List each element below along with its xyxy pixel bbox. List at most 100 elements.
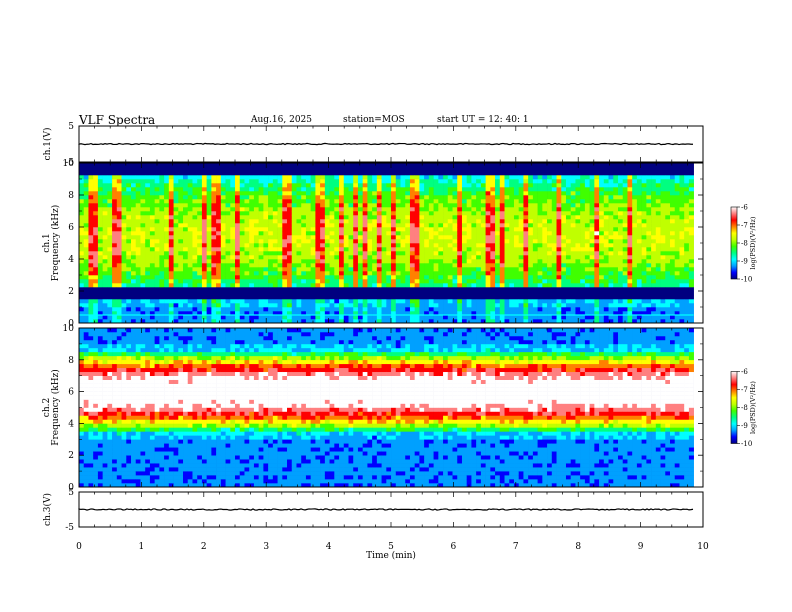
spectrogram-cell [391, 171, 397, 176]
spectrogram-cell [646, 251, 652, 256]
spectrogram-cell [636, 231, 642, 236]
spectrogram-cell [277, 263, 283, 268]
spectrogram-cell [83, 183, 89, 188]
spectrogram-cell [168, 167, 174, 172]
spectrogram-cell [112, 179, 118, 184]
spectrogram-cell [381, 167, 387, 172]
spectrogram-cell [518, 251, 524, 256]
spectrogram-cell [220, 215, 226, 220]
spectrogram-cell [575, 211, 581, 216]
spectrogram-cell [83, 287, 89, 292]
spectrogram-cell [395, 307, 401, 312]
spectrogram-cell [211, 231, 217, 236]
spectrogram-cell [447, 179, 453, 184]
spectrogram-cell [499, 263, 505, 268]
spectrogram-cell [641, 251, 647, 256]
spectrogram-cell [235, 211, 241, 216]
spectrogram-cell [641, 171, 647, 176]
spectrogram-cell [135, 275, 141, 280]
spectrogram-cell [660, 255, 666, 260]
spectrogram-cell [632, 175, 638, 180]
spectrogram-cell [131, 279, 137, 284]
spectrogram-cell [617, 175, 624, 180]
spectrogram-cell [272, 171, 278, 176]
spectrogram-cell [513, 187, 520, 192]
spectrogram-cell [268, 199, 274, 204]
spectrogram-cell [575, 303, 581, 308]
spectrogram-cell [320, 207, 326, 212]
spectrogram-cell [665, 267, 671, 272]
spectrogram-cell [400, 223, 406, 228]
spectrogram-cell [513, 315, 520, 320]
spectrogram-cell [277, 295, 283, 300]
spectrogram-cell [528, 275, 534, 280]
spectrogram-cell [655, 303, 661, 308]
spectrogram-cell [154, 295, 160, 300]
spectrogram-cell [334, 239, 340, 244]
spectrogram-cell [627, 219, 633, 224]
spectrogram-cell [594, 187, 600, 192]
spectrogram-cell [617, 263, 624, 268]
spectrogram-cell [447, 175, 453, 180]
spectrogram-cell [409, 211, 415, 216]
spectrogram-cell [301, 291, 307, 296]
spectrogram-cell [310, 259, 316, 264]
spectrogram-cell [495, 259, 501, 264]
spectrogram-cell [409, 175, 415, 180]
spectrogram-cell [589, 195, 595, 200]
spectrogram-cell [452, 195, 458, 200]
spectrogram-cell [183, 295, 189, 300]
spectrogram-cell [126, 203, 132, 208]
spectrogram-cell [225, 275, 231, 280]
spectrogram-cell [315, 291, 321, 296]
spectrogram-cell [201, 211, 207, 216]
spectrogram-cell [457, 303, 463, 308]
spectrogram-cell [343, 183, 349, 188]
spectrogram-cell [93, 267, 99, 272]
spectrogram-cell [121, 167, 127, 172]
spectrogram-cell [386, 319, 392, 324]
spectrogram-cell [395, 287, 401, 292]
spectrogram-cell [532, 223, 538, 228]
spectrogram-cell [249, 211, 255, 216]
spectrogram-cell [480, 279, 486, 284]
spectrogram-cell [296, 175, 302, 180]
spectrogram-cell [187, 183, 193, 188]
spectrogram-cell [594, 315, 600, 320]
spectrogram-cell [79, 211, 85, 216]
spectrogram-cell [216, 267, 222, 272]
spectrogram-cell [409, 315, 415, 320]
spectrogram-cell [457, 199, 463, 204]
spectrogram-cell [83, 303, 89, 308]
spectrogram-cell [258, 247, 264, 252]
spectrogram-cell [646, 163, 652, 168]
spectrogram-cell [145, 211, 151, 216]
spectrogram-cell [452, 215, 458, 220]
spectrogram-cell [107, 227, 113, 232]
spectrogram-cell [277, 255, 283, 260]
spectrogram-cell [173, 239, 179, 244]
spectrogram-cell [197, 215, 203, 220]
spectrogram-cell [168, 183, 174, 188]
spectrogram-cell [471, 175, 477, 180]
spectrogram-cell [282, 207, 288, 212]
spectrogram-cell [594, 183, 600, 188]
spectrogram-cell [584, 215, 590, 220]
spectrogram-cell [509, 267, 515, 272]
spectrogram-cell [504, 295, 510, 300]
spectrogram-cell [93, 219, 99, 224]
spectrogram-cell [513, 283, 520, 288]
spectrogram-cell [235, 207, 241, 212]
spectrogram-cell [495, 211, 501, 216]
spectrogram-cell [495, 207, 501, 212]
spectrogram-cell [565, 207, 572, 212]
spectrogram-cell [641, 239, 647, 244]
spectrogram-cell [272, 267, 278, 272]
spectrogram-cell [362, 271, 368, 276]
spectrogram-cell [301, 279, 307, 284]
spectrogram-cell [282, 279, 288, 284]
spectrogram-cell [230, 311, 236, 316]
spectrogram-cell [438, 183, 444, 188]
spectrogram-cell [641, 287, 647, 292]
spectrogram-cell [433, 203, 439, 208]
